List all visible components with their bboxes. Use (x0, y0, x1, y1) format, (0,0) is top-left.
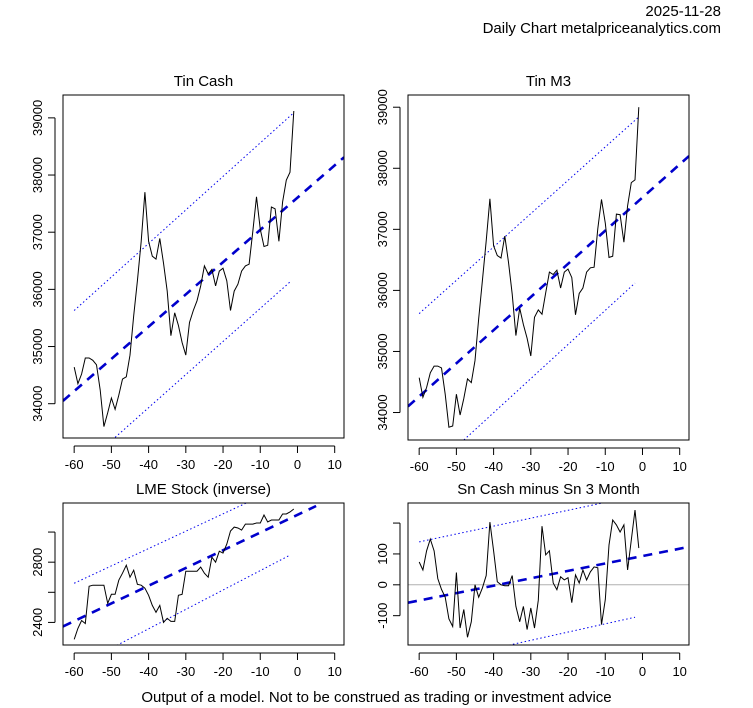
y-tick-label: 37000 (375, 211, 390, 247)
x-tick-label: -20 (559, 459, 578, 474)
trend-line (408, 545, 689, 604)
x-tick-label: 0 (639, 459, 646, 474)
y-axis: -100 0 100 (375, 522, 401, 629)
series-line (418, 107, 640, 428)
x-tick-label: 10 (327, 664, 341, 679)
y-tick-label: 35000 (30, 328, 45, 364)
upper-band-line (73, 112, 295, 311)
x-tick-label: -60 (65, 664, 84, 679)
y-tick-label: 2400 (30, 608, 45, 637)
y-tick-label: 39000 (30, 100, 45, 136)
x-tick-label: -60 (65, 457, 84, 472)
x-tick-label: -50 (447, 459, 466, 474)
trend-line (63, 504, 317, 628)
disclaimer: Output of a model. Not to be construed a… (141, 689, 612, 706)
x-tick-label: 10 (672, 459, 686, 474)
upper-band-line (419, 503, 605, 543)
y-tick-label: -100 (375, 603, 390, 629)
plot-frame (62, 94, 345, 439)
y-tick-label: 38000 (30, 157, 45, 193)
panel-title: Tin M3 (526, 73, 571, 90)
series-line (418, 510, 640, 638)
x-tick-label: -30 (176, 664, 195, 679)
lower-band-line (114, 281, 291, 438)
panel-tin-cash: Tin Cash-60 -50 -40 -30 -20 -10 0 1034000350003… (30, 73, 345, 472)
x-tick-label: -20 (559, 664, 578, 679)
x-axis: -60 -50 -40 -30 -20 -10 0 10 (410, 447, 687, 474)
x-tick-label: 10 (327, 457, 341, 472)
x-tick-label: 0 (294, 457, 301, 472)
panel-title: LME Stock (inverse) (136, 481, 271, 498)
y-tick-label: 100 (375, 543, 390, 565)
y-tick-label: 36000 (375, 272, 390, 308)
x-tick-label: 0 (294, 664, 301, 679)
x-tick-label: -10 (596, 664, 615, 679)
lower-band-line (507, 616, 636, 645)
y-tick-label: 2800 (30, 548, 45, 577)
y-tick-label: 34000 (375, 394, 390, 430)
x-tick-label: -40 (484, 664, 503, 679)
series-line (73, 110, 295, 427)
x-tick-label: -10 (251, 457, 270, 472)
plot-frame (62, 502, 345, 646)
y-axis: 34000 35000 36000 37000 38000 39000 (375, 89, 401, 431)
plot-area (63, 110, 344, 438)
y-axis: 34000 35000 36000 37000 38000 39000 (30, 100, 56, 422)
x-tick-label: -50 (447, 664, 466, 679)
plot-frame (407, 94, 690, 441)
x-tick-label: -30 (176, 457, 195, 472)
y-tick-label: 36000 (30, 271, 45, 307)
y-tick-label: 35000 (375, 333, 390, 369)
x-tick-label: -40 (139, 457, 158, 472)
x-tick-label: -40 (139, 664, 158, 679)
plot-area (63, 503, 317, 645)
x-axis: -60 -50 -40 -30 -20 -10 0 10 (65, 652, 342, 679)
x-tick-label: -30 (521, 459, 540, 474)
x-axis: -60 -50 -40 -30 -20 -10 0 10 (410, 652, 687, 679)
x-tick-label: -60 (410, 664, 429, 679)
y-axis: 2400 2800 (30, 531, 56, 637)
y-tick-label: 0 (375, 581, 390, 588)
x-tick-label: -50 (102, 664, 121, 679)
y-tick-label: 38000 (375, 150, 390, 186)
x-tick-label: -50 (102, 457, 121, 472)
plot-area (408, 503, 689, 645)
panel-title: Sn Cash minus Sn 3 Month (457, 481, 640, 498)
trend-line (63, 156, 344, 402)
plot-area (408, 107, 689, 440)
chart-date: 2025-11-28 (645, 3, 721, 20)
x-tick-label: 10 (672, 664, 686, 679)
lower-band-line (463, 282, 636, 440)
chart-source: Daily Chart metalpriceanalytics.com (482, 20, 721, 37)
x-tick-label: -10 (251, 664, 270, 679)
x-axis: -60 -50 -40 -30 -20 -10 0 10 (65, 445, 342, 472)
lower-band-line (116, 554, 291, 645)
panel-sn-spread: Sn Cash minus Sn 3 Month-60 -50 -40 -30 -20-… (375, 481, 690, 679)
series-line (73, 508, 295, 640)
x-tick-label: -10 (596, 459, 615, 474)
plot-frame (407, 502, 690, 646)
x-tick-label: -60 (410, 459, 429, 474)
x-tick-label: -20 (214, 664, 233, 679)
panel-lme-stock: LME Stock (inverse) -60 -50 -40 -30 -20 -10 0 10… (30, 481, 345, 679)
upper-band-line (73, 503, 248, 584)
y-tick-label: 37000 (30, 214, 45, 250)
x-tick-label: -30 (521, 664, 540, 679)
x-tick-label: -20 (214, 457, 233, 472)
x-tick-label: -40 (484, 459, 503, 474)
panel-title: Tin Cash (174, 73, 233, 90)
trend-line (408, 155, 689, 408)
y-tick-label: 39000 (375, 89, 390, 125)
y-tick-label: 34000 (30, 386, 45, 422)
panel-tin-m3: Tin M3 -60 -50 -40 -30 -20 -10 0 10 34000 35000 360… (375, 73, 690, 474)
x-tick-label: 0 (639, 664, 646, 679)
upper-band-line (418, 116, 640, 314)
